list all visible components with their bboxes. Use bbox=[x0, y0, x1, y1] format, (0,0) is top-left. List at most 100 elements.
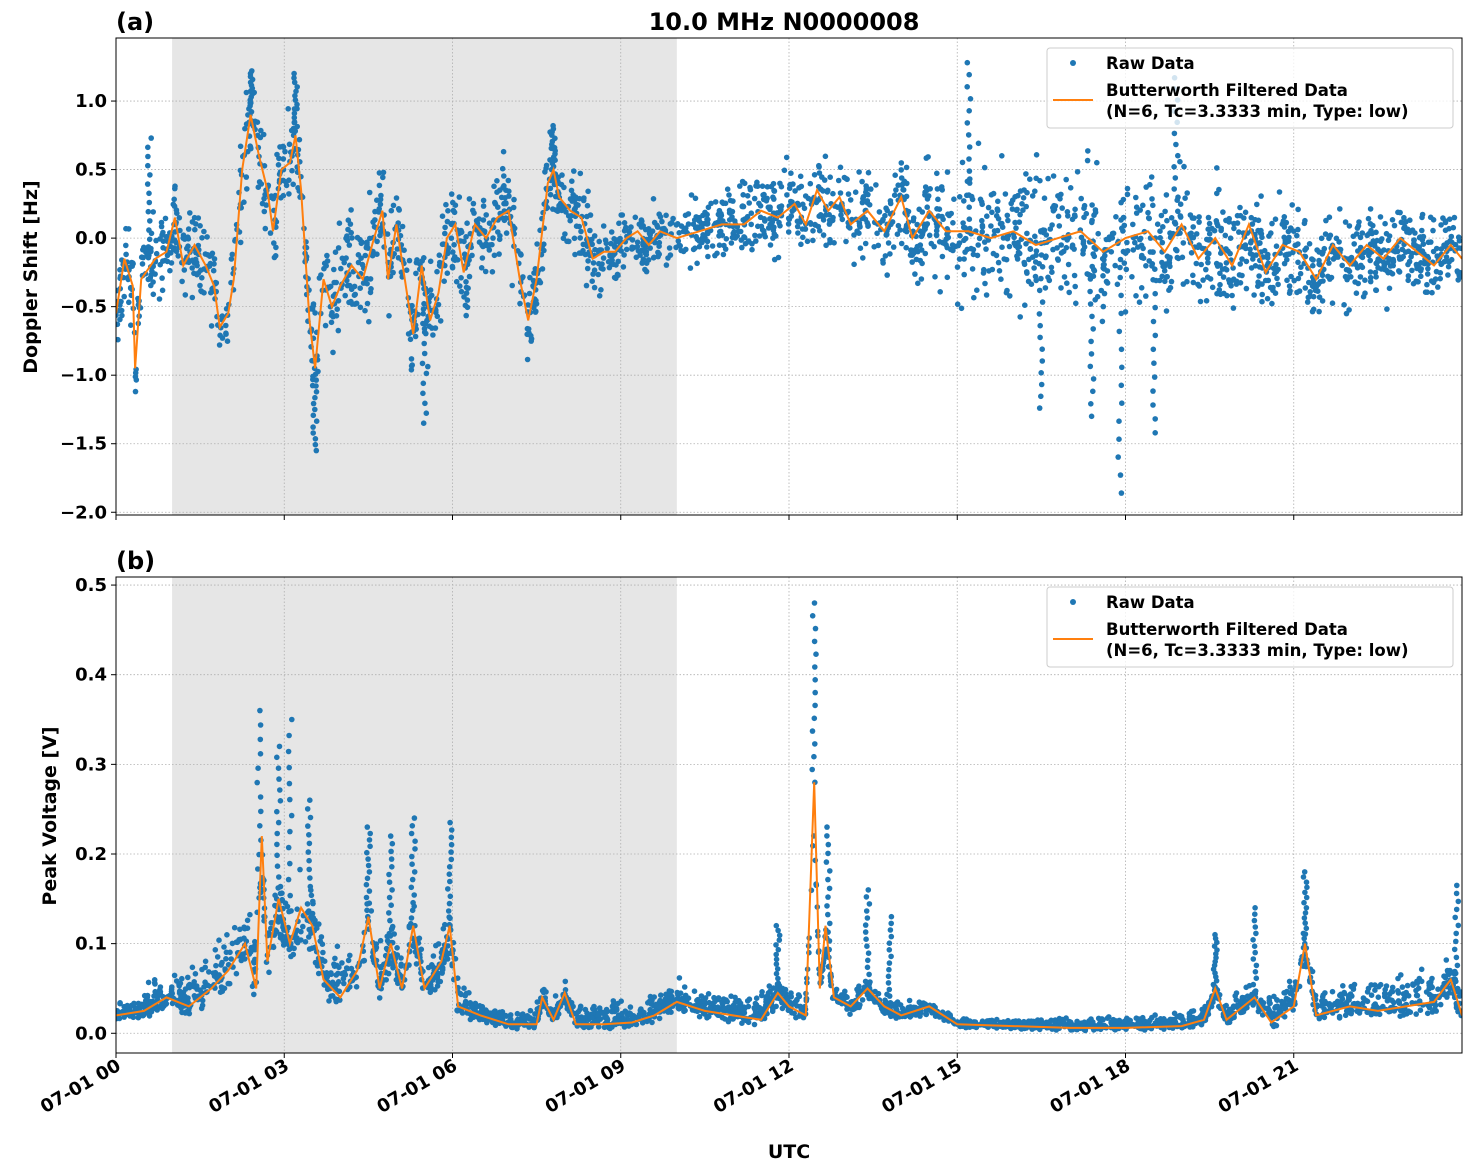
raw-data-point bbox=[141, 992, 148, 999]
raw-data-point bbox=[1175, 208, 1181, 215]
raw-data-point bbox=[1272, 216, 1279, 222]
raw-data-point bbox=[810, 228, 816, 234]
raw-data-point bbox=[194, 271, 200, 278]
raw-data-point bbox=[255, 184, 262, 190]
raw-data-point bbox=[425, 964, 432, 971]
raw-data-point bbox=[390, 269, 396, 276]
raw-data-point bbox=[575, 1009, 582, 1015]
raw-data-point bbox=[163, 233, 170, 240]
raw-data-point bbox=[891, 192, 898, 198]
raw-data-point bbox=[958, 305, 965, 312]
raw-data-point bbox=[621, 252, 627, 258]
raw-data-point bbox=[423, 370, 430, 377]
raw-data-point bbox=[1004, 212, 1011, 219]
raw-data-point bbox=[694, 236, 701, 242]
raw-data-point bbox=[999, 244, 1005, 250]
raw-data-point bbox=[1310, 262, 1316, 269]
raw-data-point bbox=[1329, 300, 1336, 307]
raw-data-point bbox=[642, 226, 649, 233]
raw-data-point bbox=[1330, 256, 1337, 262]
raw-data-point bbox=[887, 251, 893, 257]
raw-data-point bbox=[739, 1020, 745, 1026]
raw-data-point bbox=[583, 282, 590, 289]
raw-data-point bbox=[501, 183, 507, 189]
raw-data-point bbox=[1270, 1010, 1277, 1017]
raw-data-point bbox=[156, 990, 163, 997]
raw-data-point bbox=[181, 236, 188, 242]
raw-data-point bbox=[550, 206, 556, 212]
raw-data-point bbox=[1193, 231, 1200, 237]
raw-data-point bbox=[596, 293, 603, 299]
raw-data-point bbox=[657, 997, 663, 1004]
raw-data-point bbox=[479, 242, 485, 248]
raw-data-point bbox=[1088, 1016, 1094, 1022]
raw-data-point bbox=[1231, 220, 1237, 227]
raw-data-point bbox=[1152, 332, 1159, 339]
raw-data-point bbox=[1188, 250, 1195, 256]
raw-data-point bbox=[490, 235, 496, 241]
raw-data-point bbox=[1424, 281, 1430, 288]
raw-data-point bbox=[1271, 993, 1277, 1000]
raw-data-point bbox=[1281, 999, 1287, 1005]
raw-data-point bbox=[758, 223, 765, 230]
raw-data-point bbox=[1148, 174, 1155, 180]
raw-data-point bbox=[966, 216, 973, 222]
raw-data-point bbox=[898, 160, 905, 166]
raw-data-point bbox=[590, 1005, 596, 1012]
raw-data-point bbox=[800, 201, 806, 208]
raw-data-point bbox=[1143, 263, 1149, 269]
y-tick-label: −2.0 bbox=[60, 502, 107, 523]
raw-data-point bbox=[816, 170, 823, 176]
raw-data-point bbox=[589, 241, 595, 248]
raw-data-point bbox=[420, 306, 427, 312]
raw-data-point bbox=[480, 203, 487, 209]
raw-data-point bbox=[346, 242, 353, 248]
raw-data-point bbox=[1003, 289, 1010, 296]
raw-data-point bbox=[816, 162, 822, 169]
raw-data-point bbox=[928, 240, 935, 247]
raw-data-point bbox=[1336, 239, 1342, 245]
raw-data-point bbox=[1012, 219, 1018, 226]
raw-data-point bbox=[1223, 267, 1230, 273]
raw-data-point bbox=[776, 219, 782, 226]
raw-data-point bbox=[208, 289, 214, 296]
raw-data-point bbox=[995, 259, 1002, 266]
raw-data-point bbox=[1205, 214, 1212, 221]
raw-data-point bbox=[1190, 272, 1196, 279]
raw-data-point bbox=[1359, 230, 1366, 236]
raw-data-point bbox=[1057, 196, 1063, 202]
raw-data-point bbox=[1108, 249, 1115, 255]
raw-data-point bbox=[1320, 249, 1326, 255]
raw-data-point bbox=[1230, 265, 1236, 271]
raw-data-point bbox=[1023, 203, 1029, 210]
raw-data-point bbox=[1318, 1002, 1324, 1009]
raw-data-point bbox=[603, 240, 610, 247]
raw-data-point bbox=[1021, 259, 1027, 266]
raw-data-point bbox=[348, 229, 355, 236]
raw-data-point bbox=[358, 255, 364, 261]
raw-data-point bbox=[559, 172, 565, 178]
raw-data-point bbox=[151, 993, 157, 999]
raw-data-point bbox=[1274, 275, 1280, 282]
raw-data-point bbox=[223, 956, 229, 962]
raw-data-point bbox=[685, 211, 692, 217]
raw-data-point bbox=[451, 209, 458, 216]
raw-data-point bbox=[179, 278, 185, 285]
raw-data-point bbox=[1355, 223, 1362, 229]
raw-data-point bbox=[1104, 268, 1111, 274]
raw-data-point bbox=[1177, 201, 1184, 207]
raw-data-point bbox=[983, 292, 990, 298]
raw-data-point bbox=[1180, 240, 1187, 246]
raw-data-point bbox=[1264, 255, 1271, 261]
raw-data-point bbox=[1177, 1012, 1183, 1019]
raw-data-point bbox=[1399, 246, 1406, 253]
raw-data-point bbox=[965, 132, 972, 138]
raw-data-point bbox=[380, 174, 386, 181]
raw-data-point bbox=[443, 201, 449, 208]
raw-data-point bbox=[1088, 401, 1094, 407]
raw-data-point bbox=[882, 253, 889, 259]
raw-data-point bbox=[270, 195, 277, 202]
raw-data-point bbox=[261, 208, 268, 215]
raw-data-point bbox=[372, 217, 378, 223]
raw-data-point bbox=[1033, 152, 1040, 158]
